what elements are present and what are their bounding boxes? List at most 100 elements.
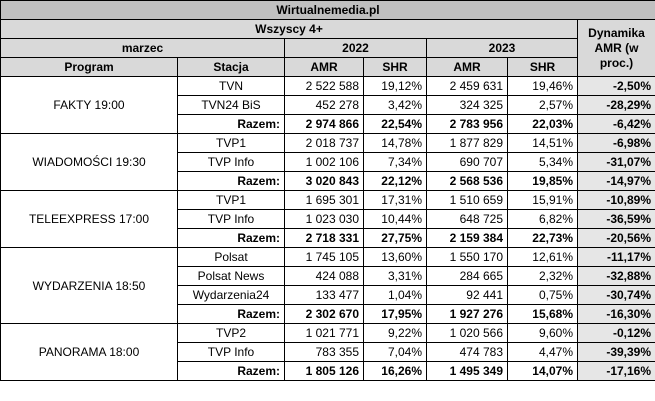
program-name: PANORAMA 18:00	[0, 323, 178, 381]
table-row: WYDARZENIA 18:50 Polsat 1 745 105 13,60% 1 5…	[0, 247, 655, 324]
shr-2022-cell: 10,44%	[363, 209, 427, 229]
dynamics-cell: -28,29%	[576, 95, 655, 115]
shr-2022-cell: 17,95%	[363, 304, 427, 324]
amr-2022-cell: 2 974 866	[284, 114, 364, 134]
amr-2023-cell: 1 877 829	[426, 133, 508, 153]
total-row: Razem: 1 805 126 16,26% 1 495 349 14,07% -17,…	[1, 361, 655, 381]
station-cell: TVN	[177, 76, 285, 96]
program-name: WIADOMOŚCI 19:30	[0, 133, 178, 191]
amr-2022-cell: 2 018 737	[284, 133, 364, 153]
shr-2022-cell: 3,31%	[363, 266, 427, 286]
amr-2022-cell: 1 021 771	[284, 323, 364, 343]
shr-2023-cell: 14,51%	[507, 133, 578, 153]
table-row: WIADOMOŚCI 19:30 TVP1 2 018 737 14,78% 1 877…	[0, 133, 655, 191]
amr-2022-cell: 1 695 301	[284, 190, 364, 210]
dynamics-cell: -10,89%	[576, 190, 655, 210]
program-name: TELEEXPRESS 17:00	[0, 190, 178, 248]
station-cell: TVP Info	[177, 342, 285, 362]
dynamics-cell: -17,16%	[576, 361, 655, 381]
station-cell: TVP1	[177, 133, 285, 153]
amr-2023-cell: 690 707	[426, 152, 508, 172]
station-cell: TVP1	[177, 190, 285, 210]
station-cell: Razem:	[177, 304, 285, 324]
amr-2023-cell: 92 441	[426, 285, 508, 305]
amr-2023-cell: 1 020 566	[426, 323, 508, 343]
shr-2023-cell: 4,47%	[507, 342, 578, 362]
dynamics-cell: -30,74%	[576, 285, 655, 305]
shr-2023-cell: 14,07%	[507, 361, 578, 381]
amr-2022-cell: 1 805 126	[284, 361, 364, 381]
dynamics-cell: -32,88%	[576, 266, 655, 286]
shr-2022-cell: 16,26%	[363, 361, 427, 381]
shr-2023-cell: 22,73%	[507, 228, 578, 248]
station-cell: Razem:	[177, 114, 285, 134]
station-cell: Wydarzenia24	[177, 285, 285, 305]
shr-2023-cell: 5,34%	[507, 152, 578, 172]
amr-2022-cell: 424 088	[284, 266, 364, 286]
amr-2022-column-header: AMR	[284, 57, 364, 77]
station-cell: TVP Info	[177, 209, 285, 229]
shr-2023-cell: 2,32%	[507, 266, 578, 286]
dynamics-cell: -14,97%	[576, 171, 655, 191]
shr-2022-cell: 7,34%	[363, 152, 427, 172]
amr-2022-cell: 2 522 588	[284, 76, 364, 96]
shr-2023-cell: 19,46%	[507, 76, 578, 96]
amr-2023-cell: 2 159 384	[426, 228, 508, 248]
amr-2023-cell: 1 495 349	[426, 361, 508, 381]
amr-2022-cell: 2 302 670	[284, 304, 364, 324]
source-title: Wirtualnemedia.pl	[0, 0, 655, 20]
amr-2022-cell: 2 718 331	[284, 228, 364, 248]
amr-2023-cell: 284 665	[426, 266, 508, 286]
shr-2023-cell: 9,60%	[507, 323, 578, 343]
amr-2022-cell: 1 745 105	[284, 247, 364, 267]
station-cell: TVN24 BiS	[177, 95, 285, 115]
shr-2022-column-header: SHR	[363, 57, 427, 77]
station-cell: Razem:	[177, 361, 285, 381]
dynamics-header: Dynamika AMR (w proc.)	[576, 19, 655, 77]
ratings-table: Wirtualnemedia.pl Wszyscy 4+ Dynamika AM…	[0, 0, 655, 381]
shr-2022-cell: 9,22%	[363, 323, 427, 343]
shr-2022-cell: 22,12%	[363, 171, 427, 191]
shr-2023-cell: 19,85%	[507, 171, 578, 191]
table-row: TVN24 BiS 452 278 3,42% 324 325 2,57% -28,29%	[1, 95, 655, 115]
dynamics-cell: -11,17%	[576, 247, 655, 267]
shr-2022-cell: 19,12%	[363, 76, 427, 96]
dynamics-cell: -31,07%	[576, 152, 655, 172]
program-name: FAKTY 19:00	[0, 76, 178, 134]
station-cell: Polsat News	[177, 266, 285, 286]
dynamics-cell: -2,50%	[576, 76, 655, 96]
program-name: WYDARZENIA 18:50	[0, 247, 178, 324]
amr-2022-cell: 1 023 030	[284, 209, 364, 229]
amr-2022-cell: 133 477	[284, 285, 364, 305]
table-body: FAKTY 19:00 TVN 2 522 588 19,12% 2 459 631 19…	[0, 76, 655, 381]
shr-2022-cell: 7,04%	[363, 342, 427, 362]
amr-2023-cell: 2 783 956	[426, 114, 508, 134]
program-column-header: Program	[0, 57, 178, 77]
station-cell: Polsat	[177, 247, 285, 267]
year-2022-header: 2022	[284, 38, 427, 58]
amr-2022-cell: 452 278	[284, 95, 364, 115]
shr-2023-cell: 15,68%	[507, 304, 578, 324]
amr-2022-cell: 1 002 106	[284, 152, 364, 172]
shr-2022-cell: 17,31%	[363, 190, 427, 210]
shr-2022-cell: 22,54%	[363, 114, 427, 134]
station-cell: TVP2	[177, 323, 285, 343]
total-row: Razem: 2 302 670 17,95% 1 927 276 15,68% -16,…	[1, 304, 655, 324]
shr-2023-cell: 0,75%	[507, 285, 578, 305]
shr-2023-cell: 12,61%	[507, 247, 578, 267]
dynamics-cell: -16,30%	[576, 304, 655, 324]
amr-2023-cell: 1 510 659	[426, 190, 508, 210]
month-header: marzec	[0, 38, 285, 58]
table-row: TELEEXPRESS 17:00 TVP1 1 695 301 17,31% 1 51…	[0, 190, 655, 248]
amr-2023-cell: 1 927 276	[426, 304, 508, 324]
station-cell: TVP Info	[177, 152, 285, 172]
shr-2023-cell: 2,57%	[507, 95, 578, 115]
shr-2022-cell: 3,42%	[363, 95, 427, 115]
dynamics-cell: -0,12%	[576, 323, 655, 343]
audience-header: Wszyscy 4+	[0, 19, 578, 39]
amr-2022-cell: 783 355	[284, 342, 364, 362]
station-column-header: Stacja	[177, 57, 285, 77]
amr-2023-column-header: AMR	[426, 57, 508, 77]
table-row: FAKTY 19:00 TVN 2 522 588 19,12% 2 459 631 19…	[0, 76, 655, 134]
shr-2023-cell: 15,91%	[507, 190, 578, 210]
